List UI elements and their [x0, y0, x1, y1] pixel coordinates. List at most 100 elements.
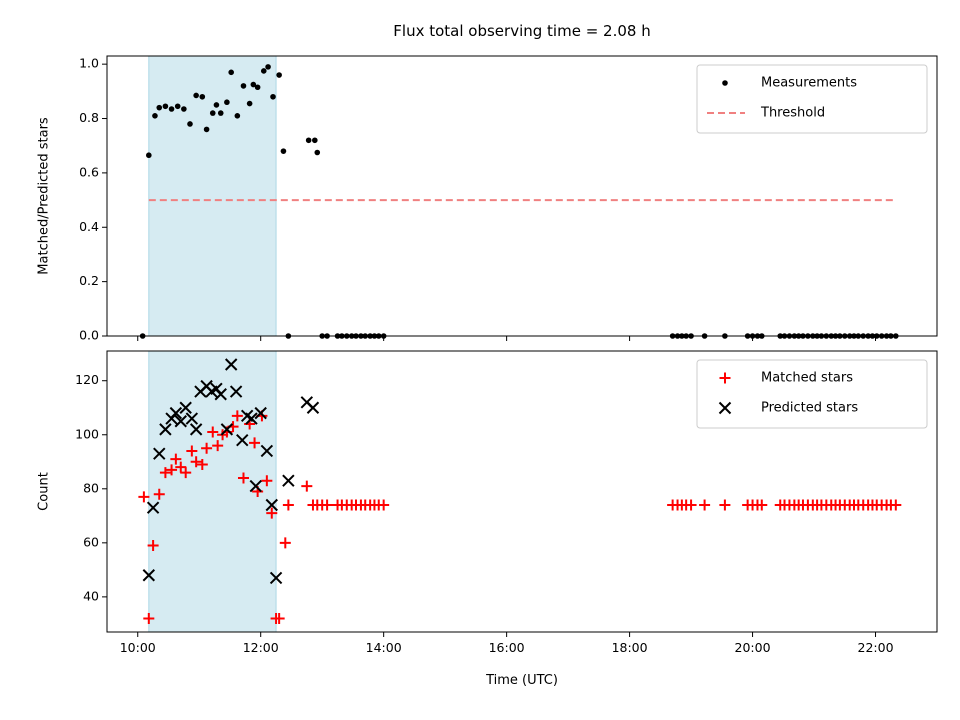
- matched-star-point: [231, 410, 243, 422]
- measurement-point: [280, 148, 287, 154]
- measurement-point: [234, 113, 241, 119]
- y-tick-label: 100: [75, 426, 99, 441]
- matched-star-point: [201, 442, 213, 454]
- x-tick-label: 10:00: [120, 640, 156, 655]
- measurement-point: [146, 152, 152, 159]
- axes-frame: [106, 55, 938, 337]
- legend-entry-label: Matched stars: [761, 371, 853, 386]
- matched-star-point: [282, 499, 294, 511]
- chart-title: Flux total observing time = 2.08 h: [393, 22, 650, 40]
- measurement-point: [193, 92, 199, 99]
- measurement-point: [260, 68, 267, 74]
- measurement-point: [199, 93, 206, 100]
- top-panel-ratio: 0.0 0.2 0.4 0.6 0.8 1.0 Matched/Predicted star…: [37, 22, 938, 343]
- predicted-star-point: [169, 406, 183, 420]
- measurement-point: [228, 69, 234, 76]
- matched-star-point: [321, 499, 333, 511]
- legend-matched-swatch: [719, 372, 731, 384]
- predicted-star-point: [306, 401, 320, 414]
- measurement-point: [265, 64, 271, 70]
- predicted-star-point: [245, 412, 258, 425]
- predicted-star-point: [153, 447, 166, 460]
- measurement-point: [250, 81, 257, 88]
- matched-star-point: [196, 458, 208, 470]
- matched-star-point: [190, 456, 202, 468]
- measurement-point: [181, 106, 187, 112]
- measurement-point: [152, 113, 158, 119]
- measurement-point: [240, 83, 247, 89]
- legend: Measurements Threshold: [696, 64, 928, 134]
- matched-star-point: [170, 453, 182, 465]
- predicted-star-point: [260, 444, 274, 458]
- measurement-point: [217, 110, 224, 116]
- predicted-star-point: [265, 498, 278, 512]
- predicted-star-point: [282, 474, 295, 487]
- predicted-star-point: [224, 358, 238, 371]
- predicted-star-point: [159, 423, 172, 436]
- matched-star-point: [279, 537, 291, 549]
- matched-star-point: [273, 612, 285, 624]
- y-tick-label: 0.0: [79, 328, 99, 343]
- predicted-star-point: [142, 569, 156, 582]
- predicted-star-point: [174, 415, 187, 428]
- x-tick-label: 22:00: [858, 640, 894, 655]
- matched-star-point: [175, 461, 187, 473]
- predicted-star-point: [269, 571, 283, 585]
- predicted-star-point: [146, 501, 160, 514]
- matched-star-point: [166, 464, 178, 476]
- matched-star-point: [153, 488, 165, 500]
- y-axis-label: Count: [37, 472, 52, 511]
- measurement-point: [224, 99, 230, 106]
- matched-star-point: [719, 499, 731, 511]
- legend: Matched stars Predicted stars: [696, 359, 928, 429]
- legend-measurement-swatch: [722, 80, 728, 86]
- measurement-point: [203, 126, 210, 133]
- y-tick-label: 80: [83, 480, 99, 495]
- measurement-point: [270, 93, 276, 100]
- measurement-point: [305, 137, 312, 144]
- matched-star-point: [378, 499, 390, 511]
- measurement-point: [276, 72, 282, 78]
- y-tick-label: 0.6: [79, 164, 99, 179]
- predicted-star-point: [236, 433, 249, 447]
- measurement-point: [314, 149, 321, 156]
- measurement-point: [156, 104, 163, 111]
- legend-box: [696, 359, 928, 429]
- y-tick-label: 120: [75, 372, 99, 387]
- predicted-star-point: [185, 412, 199, 425]
- measurement-point: [246, 100, 253, 107]
- y-tick-label: 1.0: [79, 56, 99, 71]
- legend-predicted-swatch: [718, 401, 732, 415]
- predicted-star-point: [249, 479, 262, 493]
- predicted-star-point: [254, 406, 267, 420]
- y-tick-label: 40: [83, 588, 99, 603]
- predicted-star-point: [189, 423, 203, 436]
- predicted-star-point: [220, 423, 234, 436]
- measurement-point: [312, 137, 318, 144]
- matched-star-point: [237, 472, 249, 484]
- measurement-point: [209, 110, 216, 116]
- x-tick-label: 12:00: [243, 640, 279, 655]
- legend-entry-label: Threshold: [760, 106, 825, 121]
- matched-star-point: [261, 475, 273, 487]
- matched-star-point: [249, 437, 261, 449]
- matched-star-point: [180, 467, 192, 479]
- measurement-point: [187, 121, 193, 127]
- matched-star-point: [685, 499, 697, 511]
- matched-star-point: [301, 480, 313, 492]
- predicted-star-point: [229, 385, 243, 398]
- legend-entry-label: Measurements: [761, 76, 857, 91]
- bottom-panel-counts: 40 60 80 100 120 10:00 12:00 14:00 16:00 18:00 20:…: [37, 350, 938, 688]
- x-tick-label: 16:00: [489, 640, 525, 655]
- measurement-point: [254, 84, 261, 91]
- matched-star-point: [212, 440, 224, 452]
- predicted-star-point: [179, 401, 192, 414]
- matched-star-point: [756, 499, 768, 511]
- legend-box: [696, 64, 928, 134]
- matched-star-point: [159, 467, 171, 479]
- axes-frame: [106, 350, 938, 633]
- x-tick-label: 14:00: [366, 640, 402, 655]
- y-axis-label: Matched/Predicted stars: [37, 117, 52, 275]
- measurement-point: [162, 103, 169, 110]
